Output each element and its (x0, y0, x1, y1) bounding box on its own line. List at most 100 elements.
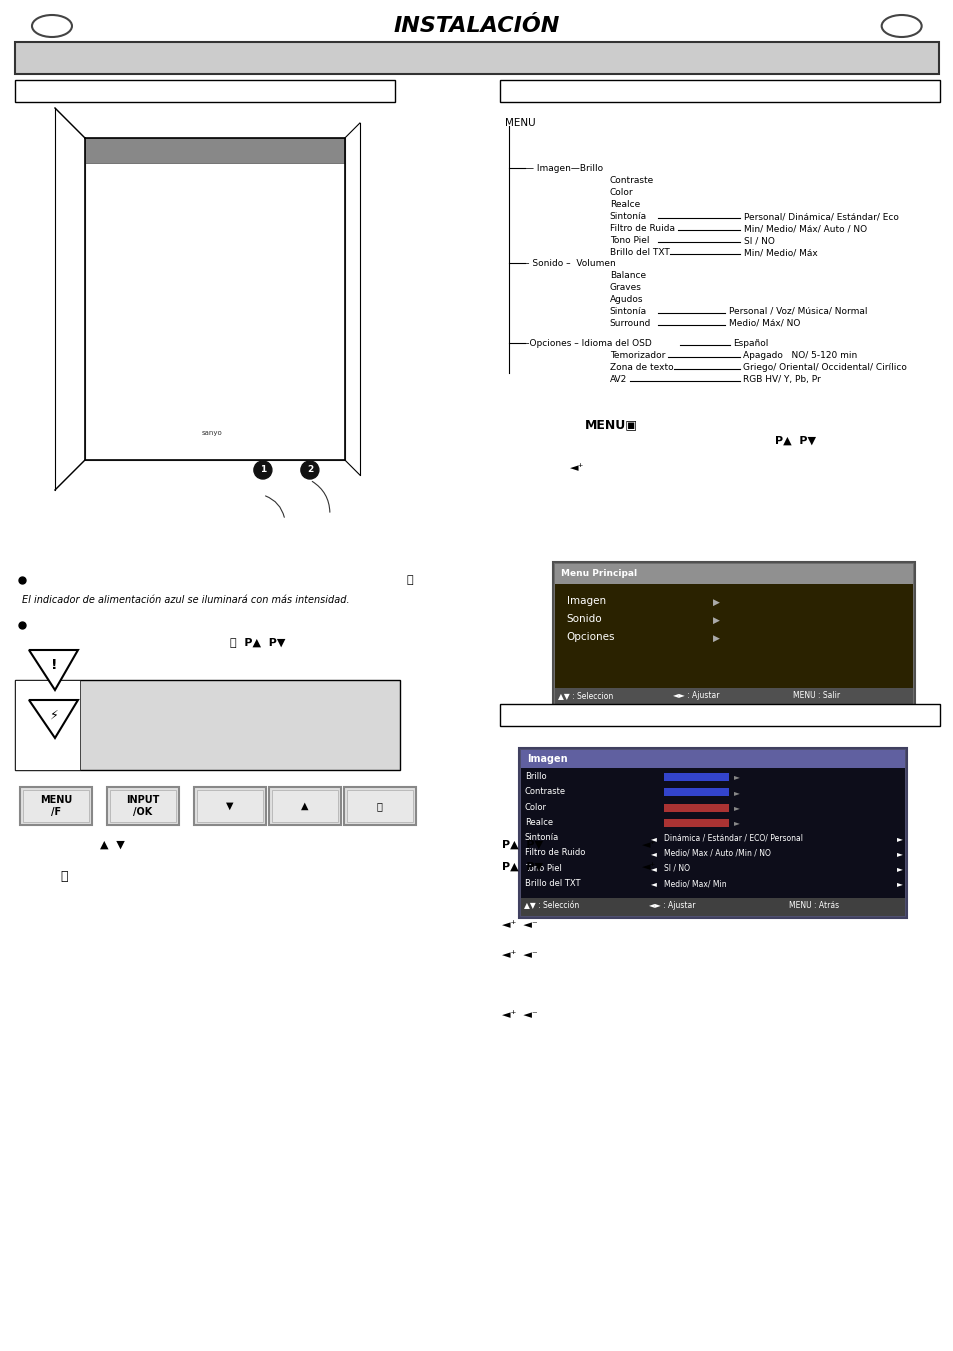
Text: Graves: Graves (609, 282, 641, 292)
Bar (15, 680, 80, 770)
Text: Sintonía: Sintonía (524, 834, 558, 842)
Text: INPUT
/OK: INPUT /OK (126, 796, 159, 817)
Text: Realce: Realce (609, 200, 639, 209)
Text: ◄⁺: ◄⁺ (569, 463, 583, 473)
Text: ◄⁺  ◄⁻: ◄⁺ ◄⁻ (501, 950, 537, 961)
Text: ⏻: ⏻ (60, 870, 68, 884)
Text: — Imagen—Brillo: — Imagen—Brillo (524, 163, 602, 173)
Text: ⚡: ⚡ (50, 708, 58, 721)
Bar (347, 790, 413, 821)
Text: Sintonía: Sintonía (609, 212, 646, 222)
Bar (23, 790, 89, 821)
Text: ◄⁺  ◄⁻: ◄⁺ ◄⁻ (501, 920, 537, 929)
Text: Balance: Balance (609, 272, 645, 280)
Text: Español: Español (732, 339, 767, 349)
Text: ◄: ◄ (650, 834, 656, 843)
Text: MENU : Atrás: MENU : Atrás (788, 901, 838, 911)
Bar (15, 680, 399, 770)
Text: El indicador de alimentación azul se iluminará con más intensidad.: El indicador de alimentación azul se ilu… (22, 594, 349, 605)
Text: ⏻: ⏻ (406, 576, 413, 585)
Text: P▲  P▼: P▲ P▼ (774, 436, 815, 446)
Text: ◄► : Ajustar: ◄► : Ajustar (648, 901, 695, 911)
Text: Min/ Medio/ Máx/ Auto / NO: Min/ Medio/ Máx/ Auto / NO (743, 224, 866, 232)
Text: !: ! (51, 658, 57, 671)
Text: –Opciones – Idioma del OSD: –Opciones – Idioma del OSD (524, 339, 651, 349)
Bar (193, 788, 266, 825)
Text: ⏻: ⏻ (376, 801, 382, 811)
Text: Brillo: Brillo (524, 771, 546, 781)
Text: ▲  ▼: ▲ ▼ (100, 840, 125, 850)
Text: ◄: ◄ (650, 848, 656, 858)
Bar (15, 80, 395, 101)
Text: MENU
/F: MENU /F (40, 796, 72, 817)
Bar (520, 898, 903, 916)
Ellipse shape (32, 15, 71, 36)
Text: Color: Color (609, 188, 633, 197)
Text: MENU : Salir: MENU : Salir (792, 690, 839, 700)
Bar (85, 138, 345, 459)
Bar (272, 790, 337, 821)
Text: ►: ► (733, 802, 739, 812)
Text: Sintonía: Sintonía (609, 307, 646, 316)
Text: ⏻  P▲  P▼: ⏻ P▲ P▼ (230, 638, 285, 647)
Text: Filtro de Ruida: Filtro de Ruida (609, 224, 674, 232)
Text: Agudos: Agudos (609, 295, 642, 304)
Text: Imagen: Imagen (566, 596, 605, 607)
Bar (20, 788, 91, 825)
Text: INSTALACIÓN: INSTALACIÓN (394, 16, 559, 36)
Text: SI / NO: SI / NO (663, 863, 689, 873)
Text: Imagen: Imagen (526, 754, 567, 765)
Text: Contraste: Contraste (524, 788, 565, 796)
Bar (107, 788, 179, 825)
Bar (15, 42, 938, 74)
Text: Medio/ Máx/ NO: Medio/ Máx/ NO (728, 319, 800, 328)
Text: Surround: Surround (609, 319, 651, 328)
Text: ◄⁺  ◄⁻: ◄⁺ ◄⁻ (501, 1011, 537, 1020)
Bar (343, 788, 416, 825)
Bar (499, 80, 939, 101)
Bar (552, 562, 914, 711)
Text: Temorizador: Temorizador (609, 351, 664, 359)
Text: MENU: MENU (504, 118, 535, 128)
Circle shape (300, 461, 318, 480)
Text: Contraste: Contraste (609, 176, 654, 185)
Bar (663, 788, 728, 796)
Text: ►: ► (896, 880, 902, 889)
Text: Tono Piel: Tono Piel (524, 863, 561, 873)
Text: Sonido: Sonido (566, 613, 601, 624)
Bar (520, 750, 903, 767)
Text: Opciones: Opciones (566, 632, 615, 642)
Bar (663, 773, 728, 781)
Text: Apagado   NO/ 5-120 min: Apagado NO/ 5-120 min (742, 351, 856, 359)
Bar (518, 748, 905, 917)
Text: SI / NO: SI / NO (743, 236, 774, 245)
Polygon shape (29, 650, 78, 690)
Bar (85, 138, 345, 163)
Text: ▶: ▶ (712, 597, 719, 607)
Text: ►: ► (733, 773, 739, 781)
Text: Realce: Realce (524, 817, 553, 827)
Text: Tono Piel: Tono Piel (609, 236, 649, 245)
Text: ▲: ▲ (301, 801, 309, 811)
Text: 2: 2 (307, 466, 313, 474)
Bar (663, 819, 728, 827)
Bar (110, 790, 175, 821)
Text: ►: ► (896, 865, 902, 873)
Bar (555, 563, 912, 584)
Text: Filtro de Ruido: Filtro de Ruido (524, 848, 584, 858)
Text: RGB HV/ Y, Pb, Pr: RGB HV/ Y, Pb, Pr (742, 376, 820, 384)
Text: ▲▼ : Selección: ▲▼ : Selección (523, 901, 578, 911)
Circle shape (253, 461, 272, 480)
Text: – Sonido –  Volumen: – Sonido – Volumen (524, 259, 615, 267)
Text: ▶: ▶ (712, 616, 719, 624)
Text: Personal / Voz/ Música/ Normal: Personal / Voz/ Música/ Normal (728, 307, 866, 316)
Text: P▲  P▼: P▲ P▼ (501, 862, 542, 871)
Bar (520, 767, 903, 898)
Text: Medio/ Max / Auto /Min / NO: Medio/ Max / Auto /Min / NO (663, 848, 770, 858)
Text: ►: ► (733, 788, 739, 797)
Bar (269, 788, 340, 825)
Text: Color: Color (524, 802, 546, 812)
Text: ▶: ▶ (712, 634, 719, 643)
Text: ►: ► (733, 819, 739, 827)
Bar (663, 804, 728, 812)
